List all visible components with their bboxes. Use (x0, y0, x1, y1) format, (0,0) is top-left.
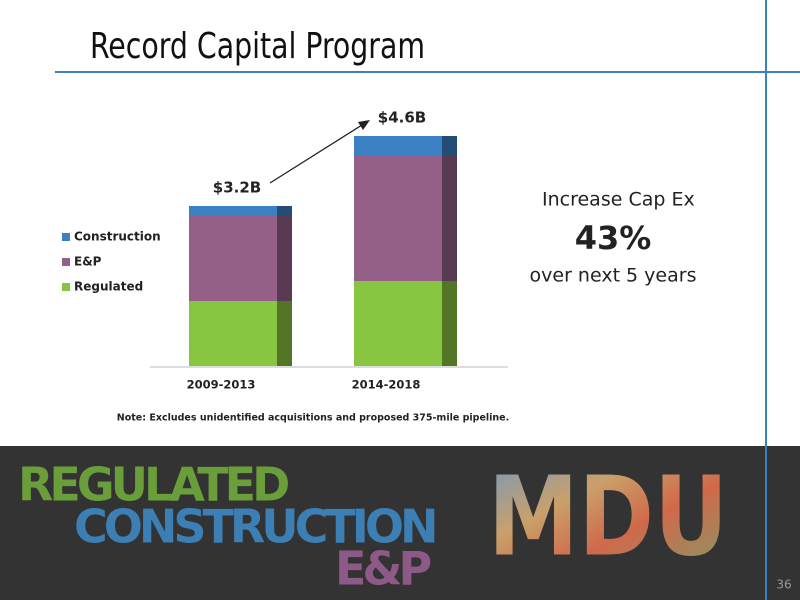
callout-line1: Increase Cap Ex (542, 189, 695, 211)
chart-note: Note: Excludes unidentified acquisitions… (117, 413, 509, 424)
bar-segment (354, 136, 442, 156)
x-tick-label: 2009-2013 (187, 378, 256, 392)
legend-swatch (62, 283, 70, 291)
bar-segment (189, 301, 277, 366)
bar-side (277, 206, 292, 216)
bar-segment (354, 281, 442, 366)
bar-side (442, 136, 457, 156)
callout-value: 43% (575, 219, 652, 257)
legend-label: E&P (74, 255, 102, 269)
total-label: $4.6B (378, 109, 426, 127)
x-tick-label: 2014-2018 (352, 378, 421, 392)
footer-word: REGULATED (18, 458, 288, 512)
footer-band (0, 446, 800, 600)
bar-segment (354, 156, 442, 281)
total-label: $3.2B (213, 179, 261, 197)
bar-side (442, 156, 457, 281)
legend-swatch (62, 258, 70, 266)
footer-words: REGULATED CONSTRUCTION E&P (18, 458, 439, 596)
page-number: 36 (776, 578, 791, 592)
legend-label: Construction (74, 230, 161, 244)
bar-side (442, 281, 457, 366)
arrow (269, 120, 370, 184)
bar-segment (189, 206, 277, 216)
footer-word: E&P (335, 542, 431, 596)
bar-segment (189, 216, 277, 301)
callout-line2: over next 5 years (530, 265, 697, 287)
bar-side (277, 301, 292, 366)
slide-title: Record Capital Program (90, 26, 425, 67)
legend-swatch (62, 233, 70, 241)
bar-side (277, 216, 292, 301)
footer-word: CONSTRUCTION (74, 500, 435, 554)
footer-logo: MDU (488, 452, 728, 580)
legend-label: Regulated (74, 280, 143, 294)
